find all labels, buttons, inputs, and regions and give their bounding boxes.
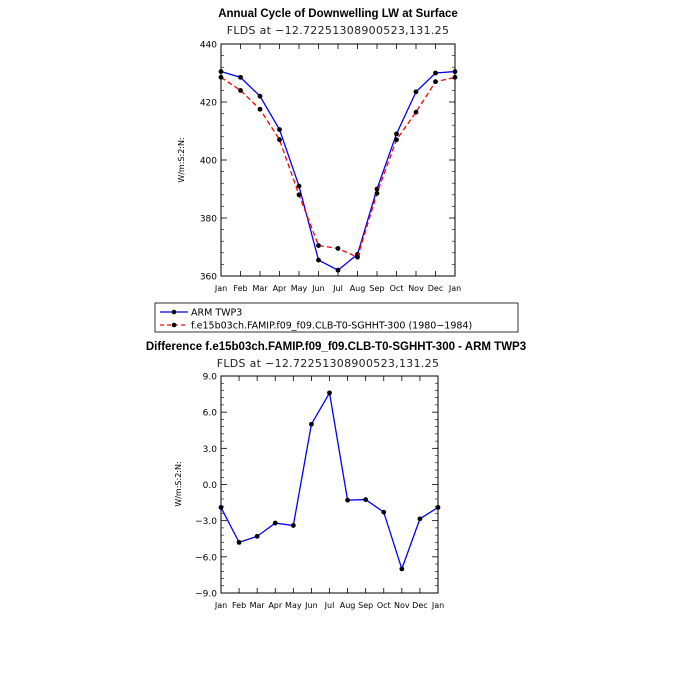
plot-frame: [220, 43, 456, 277]
series-1-point: [238, 88, 243, 93]
series-line-1: [220, 76, 456, 259]
x-tick-label: Jun: [304, 601, 318, 610]
bottom-plot-area: Jan Feb Mar Apr May Jun Jul Aug Sep Oct Nov Dec Jan−…: [195, 373, 444, 611]
series-0-point: [394, 131, 399, 137]
x-tick-label: May: [291, 284, 308, 293]
x-tick-label: Dec: [412, 601, 427, 610]
x-tick-label: Feb: [233, 284, 247, 293]
x-tick-label: Mar: [250, 601, 266, 610]
legend-marker-arm: [171, 309, 177, 315]
x-tick-label: Nov: [408, 284, 424, 293]
series-1-point: [316, 243, 321, 248]
series-0-point: [327, 390, 332, 396]
top-plot-area: Jan Feb Mar Apr May Jun Jul Aug Sep Oct Nov Dec Jan3…: [200, 41, 461, 294]
bottom-chart-title: Difference f.e15b03ch.FAMIP.f09_f09.CLB-…: [146, 341, 526, 353]
x-tick-label: Nov: [394, 601, 410, 610]
x-tick-label: Oct: [390, 284, 404, 293]
y-tick-label: 0.0: [203, 481, 218, 491]
series-0-point: [316, 257, 321, 263]
series-0-point: [363, 497, 369, 502]
series-0-point: [374, 186, 380, 192]
series-1-point: [277, 137, 282, 143]
series-0-point: [452, 69, 458, 74]
x-tick-label: Jul: [332, 284, 343, 293]
x-tick-label: Jul: [324, 601, 335, 610]
series-0-point: [277, 127, 282, 132]
y-tick-label: 6.0: [203, 409, 218, 419]
x-tick-label: Feb: [232, 601, 246, 610]
x-tick-label: Apr: [273, 284, 288, 293]
y-tick-label: 420: [200, 99, 217, 109]
x-tick-label: Jun: [311, 284, 325, 293]
series-1-point: [355, 254, 360, 260]
x-tick-label: May: [285, 601, 302, 610]
x-tick-label: Jan: [448, 284, 461, 293]
series-0-point: [290, 523, 296, 528]
x-tick-label: Mar: [252, 284, 268, 293]
y-tick-label: 380: [200, 215, 217, 225]
legend-label-model: f.e15b03ch.FAMIP.f09_f09.CLB-T0-SGHHT-30…: [191, 321, 472, 332]
series-0-point: [238, 74, 243, 80]
bottom-y-axis-label: W/m:S:2:N:: [174, 461, 183, 506]
series-0-point: [236, 539, 242, 545]
x-tick-label: Apr: [268, 601, 283, 610]
y-tick-label: 400: [200, 157, 217, 167]
series-line-0: [220, 70, 456, 271]
series-0-point: [218, 69, 224, 74]
y-tick-label: 360: [200, 273, 217, 283]
series-0-point: [413, 89, 419, 95]
series-1-point: [374, 190, 380, 196]
x-tick-label: Oct: [377, 601, 391, 610]
x-tick-label: Jan: [431, 601, 444, 610]
x-tick-label: Sep: [369, 284, 384, 293]
series-1-point: [296, 192, 302, 198]
series-0-point: [272, 520, 278, 526]
y-tick-label: −6.0: [195, 553, 217, 563]
x-tick-label: Sep: [358, 601, 373, 610]
y-tick-label: 9.0: [203, 373, 218, 383]
series-1-point: [394, 137, 399, 143]
x-tick-label: Dec: [428, 284, 443, 293]
series-0-point: [433, 70, 438, 76]
top-chart-title: Annual Cycle of Downwelling LW at Surfac…: [218, 8, 458, 20]
series-1-point: [257, 106, 263, 112]
legend-box: [154, 302, 519, 333]
series-0-point: [218, 505, 224, 510]
series-0-point: [435, 505, 441, 510]
x-tick-label: Aug: [340, 601, 356, 610]
series-0-point: [309, 421, 314, 427]
x-tick-label: Jan: [214, 601, 227, 610]
series-1-point: [413, 109, 419, 115]
y-tick-label: 3.0: [203, 445, 218, 455]
y-tick-label: −9.0: [195, 590, 217, 600]
series-line-0: [220, 390, 439, 571]
series-0-point: [399, 566, 405, 572]
bottom-chart: Difference f.e15b03ch.FAMIP.f09_f09.CLB-…: [146, 341, 526, 610]
series-0-point: [345, 497, 350, 503]
legend: ARM TWP3 f.e15b03ch.FAMIP.f09_f09.CLB-T0…: [154, 302, 519, 333]
series-0-point: [335, 267, 341, 273]
y-tick-label: −3.0: [195, 517, 217, 527]
series-1-point: [452, 74, 458, 80]
series-0-point: [257, 93, 263, 99]
series-0-point: [296, 183, 302, 189]
bottom-chart-subtitle: FLDS at −12.7225130890052​3,131.25: [217, 357, 440, 370]
series-1-point: [335, 246, 341, 251]
series-1-point: [218, 74, 224, 80]
top-y-axis-label: W/m:S:2:N:: [177, 137, 186, 182]
series-0-point: [254, 533, 260, 539]
top-chart: Annual Cycle of Downwelling LW at Surfac…: [177, 8, 461, 293]
legend-label-arm: ARM TWP3: [191, 308, 242, 319]
series-1-point: [433, 79, 438, 85]
top-chart-subtitle: FLDS at −12.7225130890052​3,131.25: [227, 24, 450, 37]
x-tick-label: Aug: [350, 284, 366, 293]
y-tick-label: 440: [200, 41, 217, 51]
series-0-point: [417, 516, 423, 522]
legend-marker-model: [171, 322, 177, 328]
series-0-point: [381, 509, 387, 515]
x-tick-label: Jan: [214, 284, 227, 293]
